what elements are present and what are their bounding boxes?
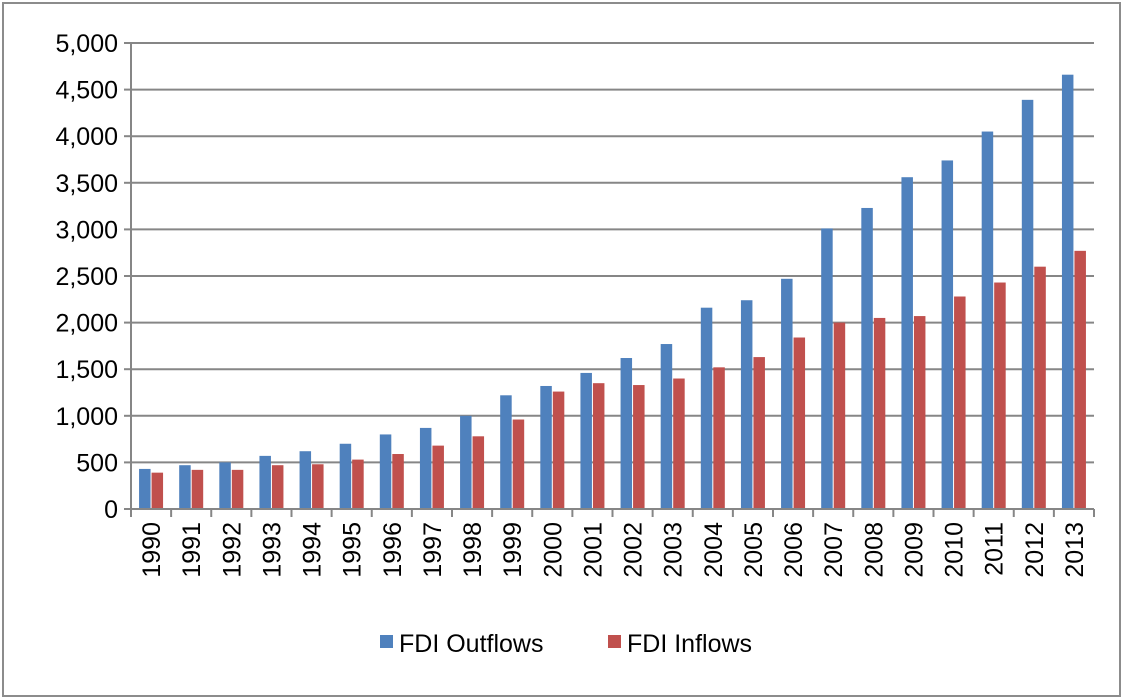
bar-outflows-1997: [419, 427, 432, 509]
bar-outflows-2006: [781, 278, 793, 509]
y-tick-label: 3,000: [55, 216, 118, 244]
bar-outflows-2007: [821, 228, 833, 509]
x-tick-label: 1993: [258, 522, 286, 578]
bar-outflows-2002: [620, 358, 633, 509]
x-tick-label: 1997: [419, 522, 447, 578]
bar-outflows-1994: [299, 451, 312, 509]
x-tick-label: 2010: [941, 522, 969, 578]
bars: [139, 74, 1086, 510]
bar-inflows-2011: [994, 282, 1006, 509]
bar-inflows-2001: [592, 383, 605, 509]
x-tick-label: 2008: [860, 522, 888, 578]
bar-inflows-2005: [753, 357, 765, 509]
y-tick-label: 4,500: [55, 77, 118, 105]
x-tick-label: 1994: [299, 522, 327, 578]
legend-swatch-outflows: [380, 635, 393, 648]
x-axis: 1990 1991 1992 1993 1994 1995 1996 1997 1998 1999…: [130, 508, 1095, 578]
y-tick-label: 0: [104, 496, 118, 524]
y-tick-label: 5,000: [55, 30, 118, 58]
x-tick-label: 2011: [981, 522, 1009, 576]
bar-inflows-1991: [191, 469, 204, 509]
bar-inflows-1995: [352, 459, 364, 509]
bar-outflows-2009: [901, 177, 913, 509]
y-tick-label: 1,500: [55, 356, 118, 384]
bar-outflows-1991: [179, 465, 191, 509]
bar-inflows-2004: [713, 367, 725, 509]
y-axis: 0 500 1,000 1,500 2,000 2,500 3,000 3,500 4,000 4…: [55, 30, 132, 524]
x-tick-label: 1998: [459, 522, 487, 578]
bar-outflows-2010: [941, 160, 954, 509]
x-tick-label: 2002: [620, 522, 648, 578]
bar-outflows-1995: [339, 443, 352, 509]
bar-inflows-1999: [512, 419, 525, 509]
bar-outflows-2005: [740, 300, 753, 509]
y-tick-label: 2,500: [55, 263, 118, 291]
x-tick-label: 2001: [579, 522, 607, 578]
bar-outflows-1998: [460, 415, 472, 509]
x-tick-label: 1996: [379, 522, 407, 578]
bar-inflows-1997: [432, 445, 444, 509]
gridlines: [131, 42, 1094, 464]
y-tick-label: 4,000: [55, 123, 118, 151]
bar-inflows-2006: [793, 337, 806, 509]
bar-outflows-2012: [1021, 99, 1034, 510]
x-tick-label: 1990: [138, 522, 166, 578]
bar-outflows-1996: [379, 434, 392, 509]
bar-outflows-1990: [139, 468, 151, 509]
y-tick-label: 500: [76, 449, 118, 477]
y-tick-label: 1,000: [55, 403, 118, 431]
bar-outflows-2011: [981, 131, 994, 510]
bar-outflows-1999: [500, 395, 512, 509]
bar-outflows-2004: [700, 307, 713, 509]
x-tick-label: 2005: [740, 522, 768, 578]
x-tick-label: 2007: [820, 522, 848, 578]
x-tick-label: 1995: [339, 522, 367, 578]
x-tick-label: 2006: [780, 522, 808, 578]
bar-inflows-2009: [913, 316, 926, 509]
bar-inflows-1996: [392, 454, 404, 509]
x-tick-label: 1999: [499, 522, 527, 578]
x-tick-label: 1991: [178, 522, 206, 578]
bar-inflows-1998: [472, 436, 485, 509]
bar-outflows-2013: [1061, 74, 1074, 510]
legend-label-outflows: FDI Outflows: [399, 630, 543, 658]
bar-outflows-1992: [219, 462, 231, 509]
bar-inflows-1993: [271, 465, 284, 509]
bar-inflows-2013: [1074, 250, 1086, 509]
bar-inflows-2007: [833, 322, 846, 509]
bar-outflows-2003: [660, 344, 673, 509]
x-tick-label: 2000: [539, 522, 567, 578]
bar-outflows-2001: [580, 372, 592, 509]
bar-outflows-2008: [861, 207, 873, 510]
x-tick-label: 2012: [1021, 522, 1049, 578]
bar-inflows-2012: [1034, 266, 1046, 509]
x-tick-label: 1992: [218, 522, 246, 578]
bar-inflows-2000: [552, 391, 565, 509]
bar-inflows-2003: [673, 378, 685, 509]
x-tick-label: 2003: [660, 522, 688, 578]
legend-label-inflows: FDI Inflows: [627, 630, 752, 658]
bar-inflows-1990: [151, 472, 164, 509]
bar-inflows-1992: [231, 469, 244, 509]
x-tick-label: 2013: [1061, 522, 1089, 578]
y-tick-label: 2,000: [55, 310, 118, 338]
legend-swatch-inflows: [608, 635, 621, 648]
bar-inflows-2002: [633, 385, 645, 509]
bar-inflows-2008: [873, 317, 886, 509]
legend: FDI Outflows FDI Inflows: [380, 630, 752, 658]
bar-outflows-2000: [540, 385, 552, 509]
x-tick-label: 2009: [900, 522, 928, 578]
bar-outflows-1993: [259, 455, 271, 509]
bar-inflows-1994: [312, 464, 324, 509]
y-tick-label: 3,500: [55, 170, 118, 198]
x-tick-label: 2004: [700, 522, 728, 578]
bar-inflows-2010: [954, 296, 966, 509]
